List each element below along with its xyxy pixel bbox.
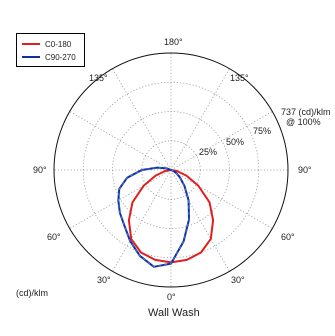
polar-grid bbox=[53, 52, 289, 288]
grid-spoke-300 bbox=[69, 169, 172, 229]
grid-spoke-60 bbox=[170, 169, 273, 229]
legend-label-c0-180: C0-180 bbox=[45, 39, 72, 49]
outer-ring bbox=[53, 52, 289, 288]
legend: C0-180 C90-270 bbox=[16, 33, 85, 67]
grid-spoke-210 bbox=[112, 68, 172, 171]
grid-spoke-330 bbox=[112, 169, 172, 272]
chart-title: Wall Wash bbox=[148, 307, 200, 319]
grid-spoke-120 bbox=[170, 111, 273, 171]
legend-label-c90-270: C90-270 bbox=[45, 52, 76, 62]
legend-item-c0-180: C0-180 bbox=[22, 38, 71, 50]
angle-label-30-left: 30° bbox=[97, 275, 111, 285]
angle-label-90-left: 90° bbox=[33, 165, 47, 175]
unit-label: (cd)/klm bbox=[16, 288, 48, 298]
radial-tick-75: 75% bbox=[253, 126, 272, 136]
angle-label-60-right: 60° bbox=[281, 232, 295, 242]
angle-label-90-right: 90° bbox=[298, 165, 312, 175]
legend-item-c90-270: C90-270 bbox=[22, 51, 76, 63]
angle-label-135-right: 135° bbox=[230, 73, 249, 83]
radial-tick-25: 25% bbox=[199, 147, 218, 157]
angle-label-60-left: 60° bbox=[47, 232, 61, 242]
grid-spoke-30 bbox=[170, 169, 230, 272]
grid-spoke-150 bbox=[170, 68, 230, 171]
legend-swatch-c0-180 bbox=[22, 43, 40, 45]
max-value-sublabel: @ 100% bbox=[286, 117, 321, 127]
angle-label-135-left: 135° bbox=[89, 73, 108, 83]
series-line-overlay-c90-270 bbox=[117, 167, 190, 268]
max-value-label: 737 (cd)/klm bbox=[281, 107, 331, 117]
angle-label-180: 180° bbox=[164, 37, 183, 47]
angle-label-30-right: 30° bbox=[231, 275, 245, 285]
grid-ring-75 bbox=[82, 81, 260, 259]
series-layer bbox=[117, 166, 215, 268]
legend-swatch-c90-270 bbox=[22, 56, 40, 58]
angle-label-0: 0° bbox=[167, 292, 176, 302]
grid-spoke-240 bbox=[69, 111, 172, 171]
radial-tick-50: 50% bbox=[226, 137, 245, 147]
